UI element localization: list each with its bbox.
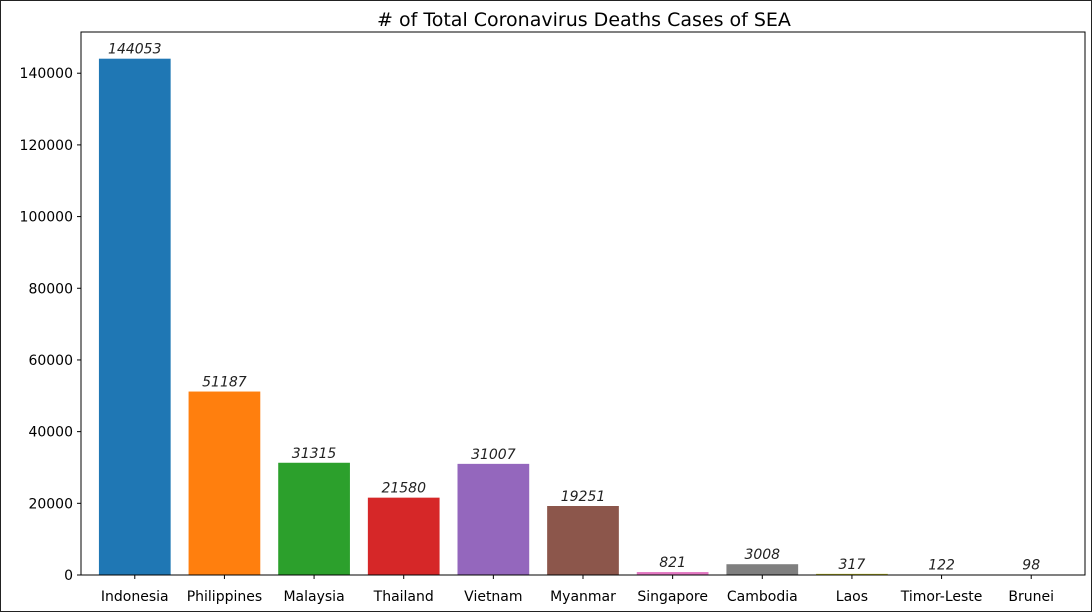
y-tick-label: 100000 — [20, 210, 73, 226]
bar-laos — [816, 573, 888, 575]
chart-title: # of Total Coronavirus Deaths Cases of S… — [377, 9, 791, 31]
bar-value-label-philippines: 51187 — [202, 375, 247, 391]
bar-value-label-malaysia: 31315 — [292, 446, 337, 462]
y-tick-label: 20000 — [28, 496, 73, 512]
x-tick-label-laos: Laos — [836, 589, 868, 605]
x-tick-label-malaysia: Malaysia — [283, 589, 344, 605]
bar-value-label-brunei: 98 — [1022, 558, 1040, 574]
bar-value-label-laos: 317 — [839, 557, 866, 573]
bar-vietnam — [457, 463, 530, 575]
bar-philippines — [188, 391, 261, 575]
bar-myanmar — [547, 506, 619, 575]
bar-value-label-singapore: 821 — [659, 555, 686, 571]
bar-labels-group: 144053 51187 31315 21580 31007 19251 821 3008 31… — [108, 42, 1040, 574]
x-tick-label-brunei: Brunei — [1008, 589, 1054, 605]
x-tick-label-philippines: Philippines — [187, 589, 262, 605]
bar-value-label-vietnam: 31007 — [471, 447, 516, 463]
y-tick-label: 60000 — [28, 353, 73, 369]
bar-thailand — [367, 497, 440, 575]
x-axis: Indonesia Philippines Malaysia Thailand Viet… — [101, 575, 1054, 605]
y-tick-label: 40000 — [28, 425, 73, 441]
x-tick-label-vietnam: Vietnam — [464, 589, 522, 605]
bar-value-label-myanmar: 19251 — [561, 489, 606, 505]
y-axis: 0 20000 40000 60000 80000 100000 120000 140000 — [20, 66, 81, 584]
bar-indonesia — [98, 58, 171, 576]
bar-malaysia — [278, 462, 350, 575]
y-tick-label: 80000 — [28, 281, 73, 297]
plot-area-frame — [80, 31, 1086, 576]
x-tick-label-cambodia: Cambodia — [727, 589, 798, 605]
x-tick-label-myanmar: Myanmar — [550, 589, 616, 605]
y-tick-label: 0 — [64, 568, 73, 584]
y-tick-label: 140000 — [20, 66, 73, 82]
bar-value-label-indonesia: 144053 — [108, 42, 161, 58]
bar-value-label-thailand: 21580 — [381, 481, 426, 497]
y-tick-label: 120000 — [20, 138, 73, 154]
x-tick-label-timor-leste: Timor-Leste — [900, 589, 983, 605]
bar-value-label-timor-leste: 122 — [928, 558, 955, 574]
x-tick-label-thailand: Thailand — [373, 589, 434, 605]
bars-group — [98, 58, 1068, 576]
bar-value-label-cambodia: 3008 — [744, 547, 780, 563]
x-tick-label-indonesia: Indonesia — [101, 589, 169, 605]
x-tick-label-singapore: Singapore — [637, 589, 708, 605]
bar-cambodia — [726, 564, 799, 575]
bar-singapore — [636, 572, 709, 575]
